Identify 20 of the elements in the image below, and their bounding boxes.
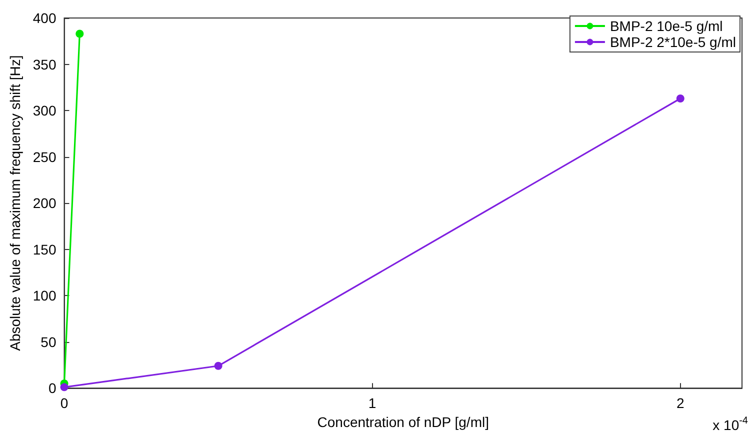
y-tick-label: 400 (32, 10, 56, 26)
y-axis-title: Absolute value of maximum frequency shift [Hz] (7, 55, 23, 351)
x-tick-label: 2 (676, 395, 684, 412)
y-tick-label: 50 (40, 334, 56, 350)
point (214, 362, 222, 370)
point (60, 383, 68, 392)
point (676, 94, 684, 102)
x-tick-label: 0 (60, 395, 68, 412)
x-axis-title: Concentration of nDP [g/ml] (317, 414, 489, 430)
point (76, 30, 84, 38)
legend-label: BMP-2 10e-5 g/ml (610, 18, 723, 34)
y-tick-label: 250 (32, 148, 56, 165)
y-tick-label: 350 (32, 56, 56, 72)
y-tick-label: 100 (32, 288, 56, 304)
y-tick-label: 300 (32, 102, 56, 119)
legend-label: BMP-2 2*10e-5 g/ml (610, 34, 736, 50)
x-tick-label: 1 (368, 395, 376, 412)
y-tick-label: 0 (48, 380, 56, 396)
y-tick-label: 150 (32, 241, 56, 258)
y-tick-label: 200 (32, 195, 56, 212)
